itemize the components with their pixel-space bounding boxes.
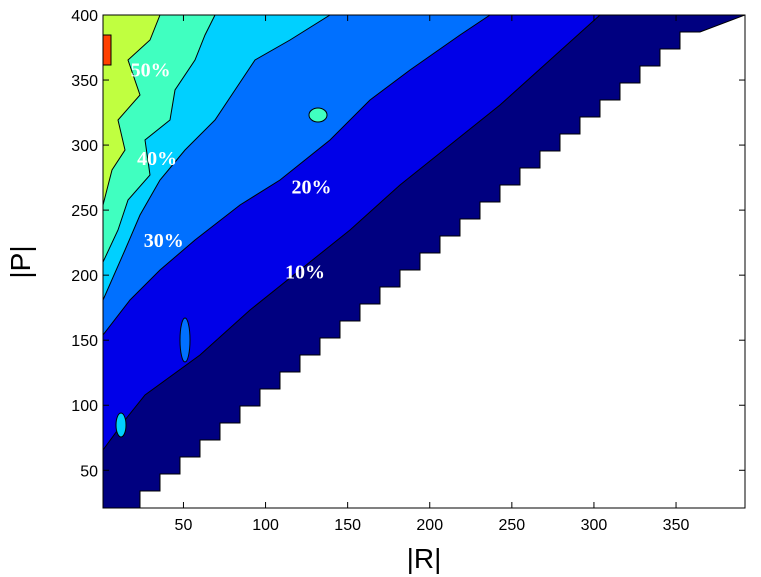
y-tick-label: 50 <box>80 463 98 480</box>
contour-island <box>115 412 127 438</box>
contour-label: 40% <box>137 148 177 170</box>
x-tick-label: 100 <box>252 517 279 534</box>
y-tick-label: 100 <box>71 398 98 415</box>
y-tick-label: 300 <box>71 138 98 155</box>
x-tick-label: 350 <box>663 517 690 534</box>
x-tick-label: 150 <box>334 517 361 534</box>
y-tick-label: 200 <box>71 268 98 285</box>
plot-area <box>103 15 745 508</box>
y-tick-label: 150 <box>71 333 98 350</box>
y-tick-label: 400 <box>71 8 98 25</box>
x-tick-label: 300 <box>581 517 608 534</box>
contour-label: 50% <box>131 60 171 82</box>
x-tick-label: 200 <box>416 517 443 534</box>
contour-label: 10% <box>285 261 325 283</box>
x-tick-label: 50 <box>175 517 193 534</box>
x-axis-label: |R| <box>407 543 442 574</box>
contour-label: 30% <box>144 230 184 252</box>
plot-frame <box>102 14 746 509</box>
empty-region <box>120 15 745 508</box>
y-tick-label: 350 <box>71 73 98 90</box>
y-tick-label: 250 <box>71 203 98 220</box>
contour-island <box>308 107 328 123</box>
contour-island <box>103 34 112 66</box>
contour-island <box>179 317 191 363</box>
contour-label: 20% <box>292 177 332 199</box>
x-tick-label: 250 <box>498 517 525 534</box>
y-axis-label: |P| <box>5 245 36 278</box>
